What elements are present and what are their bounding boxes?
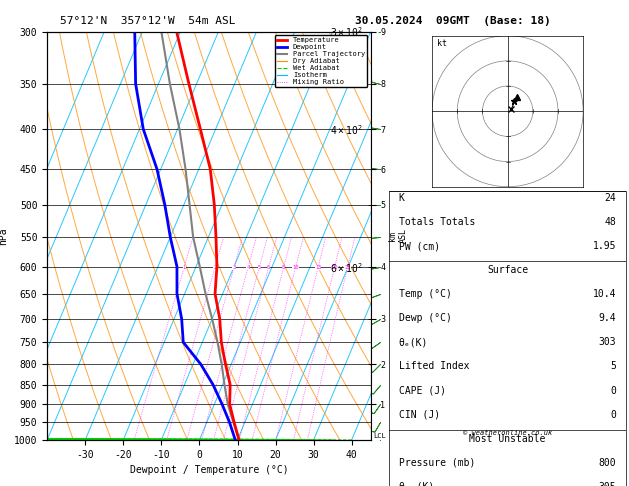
Text: Lifted Index: Lifted Index xyxy=(399,362,469,371)
Text: Pressure (mb): Pressure (mb) xyxy=(399,458,476,468)
Text: CIN (J): CIN (J) xyxy=(399,410,440,419)
Text: Totals Totals: Totals Totals xyxy=(399,217,476,227)
Text: © weatheronline.co.uk: © weatheronline.co.uk xyxy=(463,430,552,436)
Text: 0: 0 xyxy=(611,385,616,396)
Text: CAPE (J): CAPE (J) xyxy=(399,385,446,396)
Text: Surface: Surface xyxy=(487,265,528,275)
Text: 24: 24 xyxy=(604,193,616,203)
Text: 57°12'N  357°12'W  54m ASL: 57°12'N 357°12'W 54m ASL xyxy=(60,16,236,26)
Y-axis label: hPa: hPa xyxy=(0,227,8,244)
X-axis label: Dewpoint / Temperature (°C): Dewpoint / Temperature (°C) xyxy=(130,465,288,475)
Y-axis label: km
ASL: km ASL xyxy=(388,228,408,243)
Text: LCL: LCL xyxy=(374,434,386,439)
Text: 4: 4 xyxy=(247,265,250,270)
Text: 25: 25 xyxy=(344,265,351,270)
Text: Temp (°C): Temp (°C) xyxy=(399,289,452,299)
Text: PW (cm): PW (cm) xyxy=(399,241,440,251)
Text: 305: 305 xyxy=(599,482,616,486)
Text: 5: 5 xyxy=(611,362,616,371)
Text: 30.05.2024  09GMT  (Base: 18): 30.05.2024 09GMT (Base: 18) xyxy=(355,16,551,26)
Text: 800: 800 xyxy=(599,458,616,468)
Text: 8: 8 xyxy=(282,265,286,270)
Text: 10: 10 xyxy=(292,265,299,270)
Text: Most Unstable: Most Unstable xyxy=(469,434,546,444)
Text: 1: 1 xyxy=(182,265,186,270)
Text: 0: 0 xyxy=(611,410,616,419)
Text: K: K xyxy=(399,193,404,203)
Text: 9.4: 9.4 xyxy=(599,313,616,323)
Legend: Temperature, Dewpoint, Parcel Trajectory, Dry Adiabat, Wet Adiabat, Isotherm, Mi: Temperature, Dewpoint, Parcel Trajectory… xyxy=(275,35,367,87)
Text: 15: 15 xyxy=(315,265,321,270)
Text: 20: 20 xyxy=(331,265,338,270)
Text: Dewp (°C): Dewp (°C) xyxy=(399,313,452,323)
Text: θₑ(K): θₑ(K) xyxy=(399,337,428,347)
Text: 1.95: 1.95 xyxy=(593,241,616,251)
Text: 5: 5 xyxy=(258,265,261,270)
Text: 6: 6 xyxy=(267,265,270,270)
Text: 303: 303 xyxy=(599,337,616,347)
Text: 48: 48 xyxy=(604,217,616,227)
Text: θₑ (K): θₑ (K) xyxy=(399,482,434,486)
Text: 2: 2 xyxy=(213,265,216,270)
Text: 10.4: 10.4 xyxy=(593,289,616,299)
Text: 3: 3 xyxy=(233,265,236,270)
